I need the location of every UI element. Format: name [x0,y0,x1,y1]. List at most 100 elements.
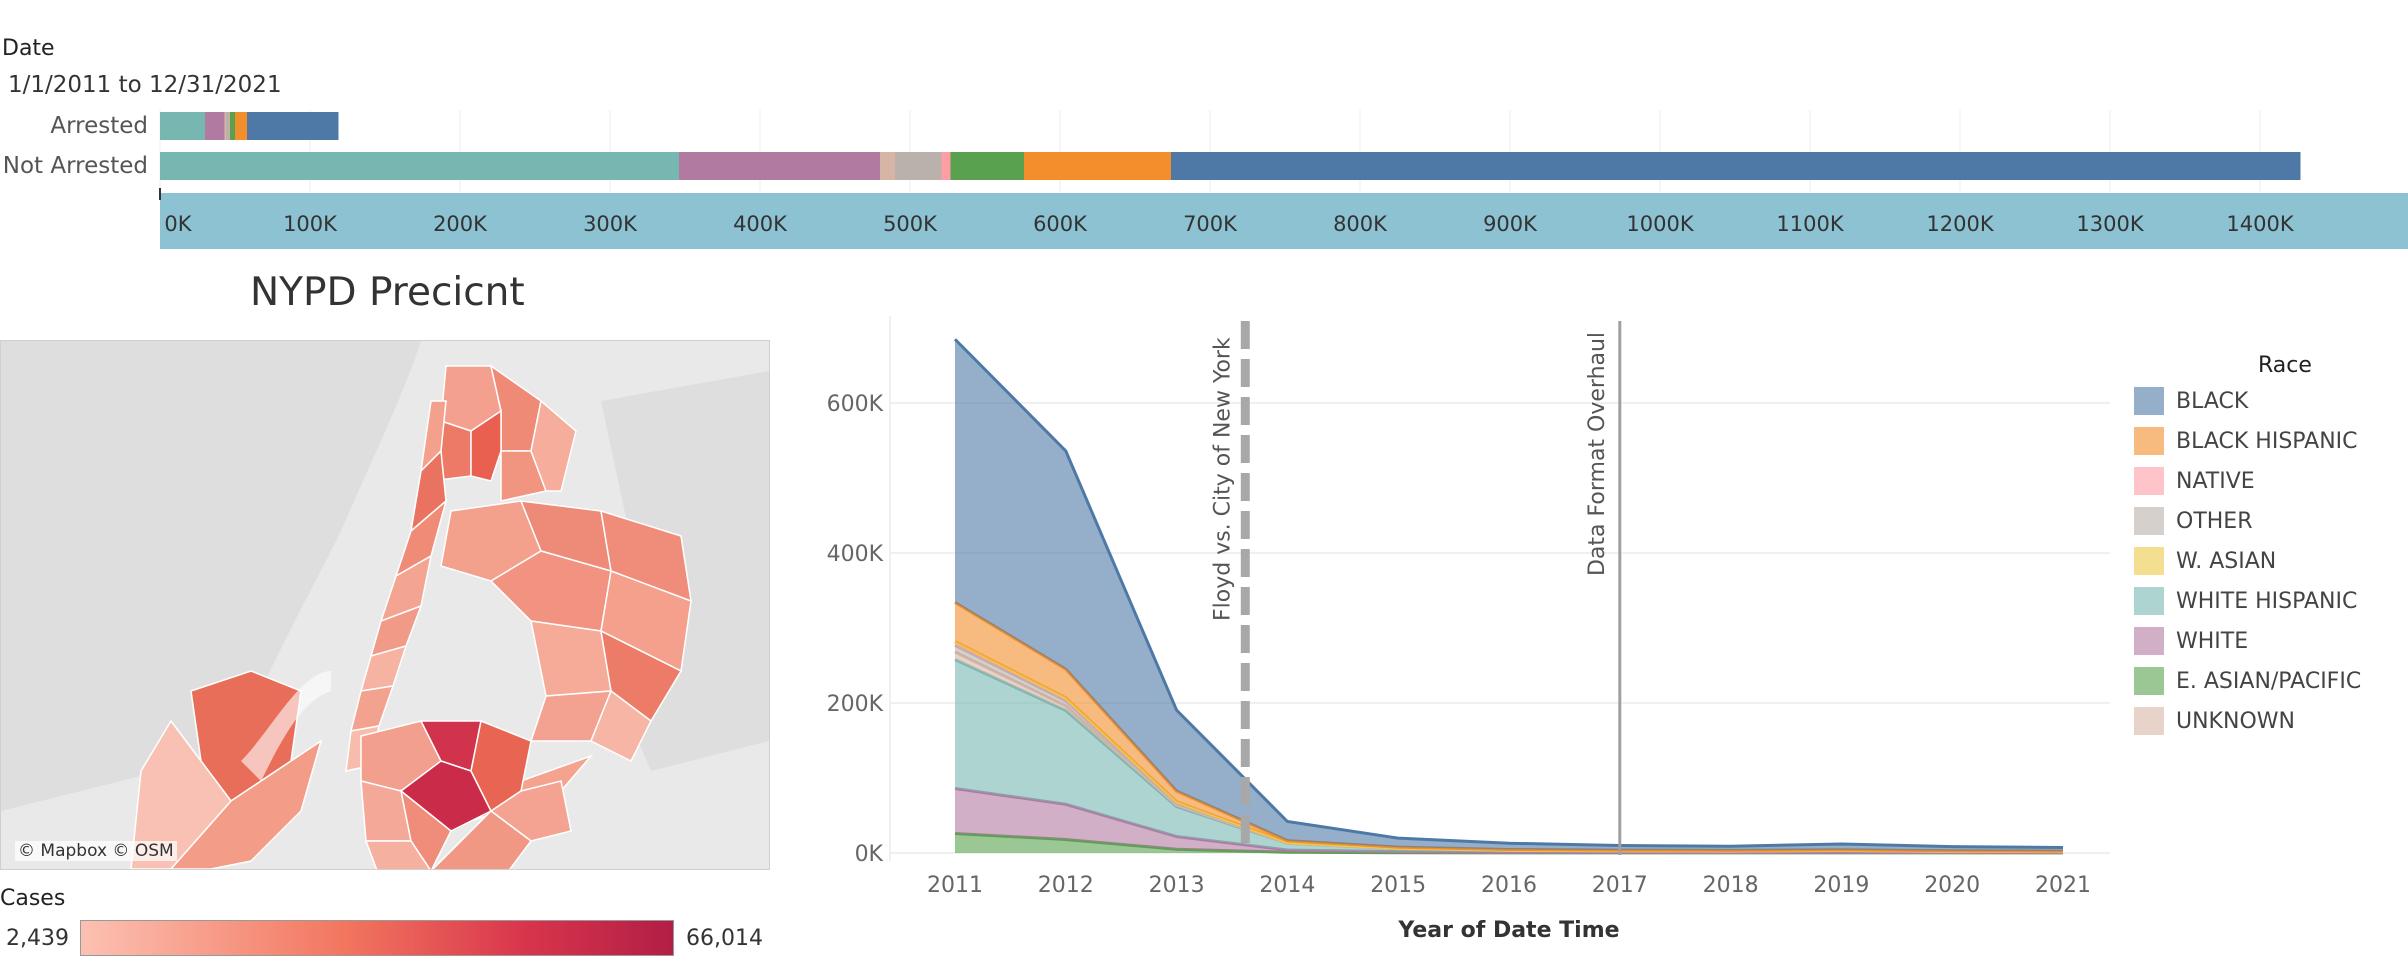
brooklyn-precincts [360,719,572,869]
area-x-tick-label: 2017 [1592,873,1648,898]
bar-segment [941,152,951,180]
area-x-axis-label: Year of Date Time [1397,918,1619,943]
legend-item[interactable]: UNKNOWN [2134,706,2295,736]
legend-swatch [2134,507,2164,535]
filter-title: Date [2,36,55,61]
area-y-tick-label: 200K [827,692,884,717]
bar-x-tick-label: 900K [1483,212,1538,236]
area-x-tick-label: 2012 [1038,873,1094,898]
reference-line-label: Data Format Overhaul [1585,332,1610,576]
bar-segment [226,112,229,140]
legend-label: BLACK [2176,388,2249,414]
race-legend-title: Race [2258,353,2312,378]
bar-x-tick-label: 1100K [1776,212,1844,236]
legend-label: OTHER [2176,508,2253,534]
reference-line-label: Floyd vs. City of New York [1210,337,1235,621]
area-y-tick-label: 400K [827,542,884,567]
legend-item[interactable]: BLACK HISPANIC [2134,426,2358,456]
cases-legend-max: 66,014 [686,926,763,951]
bar-x-tick-label: 100K [283,212,338,236]
bar-x-tick-label: 800K [1333,212,1388,236]
bar-x-tick-label: 400K [733,212,788,236]
legend-swatch [2134,547,2164,575]
map-title: NYPD Precicnt [250,270,525,315]
manhattan-precincts [345,400,448,772]
staten-island-precincts [130,670,323,869]
area-x-tick-label: 2020 [1924,873,1980,898]
area-x-tick-label: 2015 [1370,873,1426,898]
bar-segment [235,112,247,140]
harbor-water [241,671,331,781]
area-x-tick-label: 2011 [927,873,983,898]
bar-segment [205,112,225,140]
map-credit: © Mapbox © OSM [15,841,177,861]
legend-label: NATIVE [2176,468,2255,494]
legend-swatch [2134,667,2164,695]
legend-item[interactable]: WHITE HISPANIC [2134,586,2357,616]
cases-legend-min: 2,439 [6,926,69,951]
bar-segment [160,112,205,140]
area-x-tick-label: 2021 [2035,873,2091,898]
legend-item[interactable]: BLACK [2134,386,2248,416]
area-x-tick-label: 2014 [1259,873,1315,898]
legend-item[interactable]: W. ASIAN [2134,546,2276,576]
legend-label: UNKNOWN [2176,708,2295,734]
bar-segment [880,152,895,180]
cases-color-gradient [80,920,674,956]
bar-category-label: Not Arrested [3,153,148,179]
legend-swatch [2134,467,2164,495]
legend-swatch [2134,587,2164,615]
bar-x-tick-label: 0K [164,212,192,236]
bar-x-tick-label: 500K [883,212,938,236]
bar-x-tick-label: 600K [1033,212,1088,236]
legend-item[interactable]: E. ASIAN/PACIFIC [2134,666,2361,696]
precinct-map[interactable]: © Mapbox © OSM [0,340,770,870]
date-range-filter[interactable]: 1/1/2011 to 12/31/2021 [8,72,282,98]
bar-x-tick-label: 700K [1183,212,1238,236]
bar-segment [229,112,235,140]
area-series-line [953,338,2064,850]
bar-x-tick-label: 1300K [2076,212,2144,236]
legend-swatch [2134,627,2164,655]
bar-segment [895,152,942,180]
legend-item[interactable]: WHITE [2134,626,2248,656]
legend-item[interactable]: OTHER [2134,506,2252,536]
legend-swatch [2134,387,2164,415]
bar-segment [679,152,880,180]
bar-axis-band [160,193,2408,249]
legend-label: E. ASIAN/PACIFIC [2176,668,2362,694]
legend-label: BLACK HISPANIC [2176,428,2358,454]
legend-label: WHITE HISPANIC [2176,588,2358,614]
area-y-tick-label: 0K [855,842,884,867]
bar-x-tick-label: 1200K [1926,212,1994,236]
area-y-tick-label: 600K [827,392,884,417]
bar-segment [247,112,339,140]
stacked-area-chart: 0K 200K 400K 600K 2011 2012 2013 2014 2015 2016 20… [827,316,2110,943]
legend-label: WHITE [2176,628,2249,654]
area-x-tick-label: 2019 [1813,873,1869,898]
bar-segment [1171,152,2301,180]
bronx-precincts [430,364,577,502]
legend-label: W. ASIAN [2176,548,2277,574]
stacked-bar-chart: 0K 100K 200K 300K 400K 500K 600K 700K 800K 900K 10… [3,110,2408,249]
map-canvas [1,341,769,869]
bar-segment [224,112,226,140]
bar-x-tick-label: 300K [583,212,638,236]
bar-segment [950,152,1024,180]
area-series [955,833,2063,853]
legend-swatch [2134,427,2164,455]
bar-segment [1024,152,1171,180]
legend-swatch [2134,707,2164,735]
bar-x-tick-label: 200K [433,212,488,236]
legend-item[interactable]: NATIVE [2134,466,2255,496]
bar-segment [229,112,230,140]
area-x-tick-label: 2016 [1481,873,1537,898]
bar-x-tick-label: 1400K [2226,212,2294,236]
bar-x-tick-label: 1000K [1626,212,1694,236]
nj-land [1,341,421,811]
area-x-tick-label: 2018 [1703,873,1759,898]
area-x-tick-label: 2013 [1149,873,1205,898]
bar-category-label: Arrested [50,113,148,139]
cases-legend-title: Cases [0,886,66,911]
bar-segment [160,152,679,180]
